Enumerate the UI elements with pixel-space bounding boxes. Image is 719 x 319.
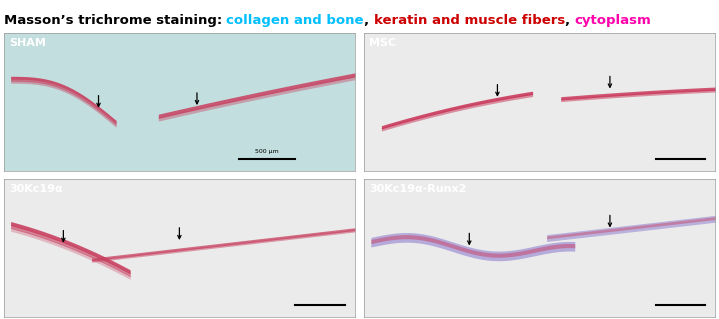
Text: SHAM: SHAM	[9, 38, 46, 48]
Text: 30Kc19α: 30Kc19α	[9, 183, 63, 194]
Text: Masson’s trichrome staining:: Masson’s trichrome staining:	[4, 14, 226, 27]
Text: 30Kc19α-Runx2: 30Kc19α-Runx2	[369, 183, 467, 194]
Text: MSC: MSC	[369, 38, 396, 48]
Text: ,: ,	[565, 14, 574, 27]
Text: collagen and bone: collagen and bone	[226, 14, 364, 27]
Text: 500 μm: 500 μm	[255, 149, 279, 153]
Text: ,: ,	[364, 14, 374, 27]
Text: cytoplasm: cytoplasm	[574, 14, 651, 27]
Text: keratin and muscle fibers: keratin and muscle fibers	[374, 14, 565, 27]
